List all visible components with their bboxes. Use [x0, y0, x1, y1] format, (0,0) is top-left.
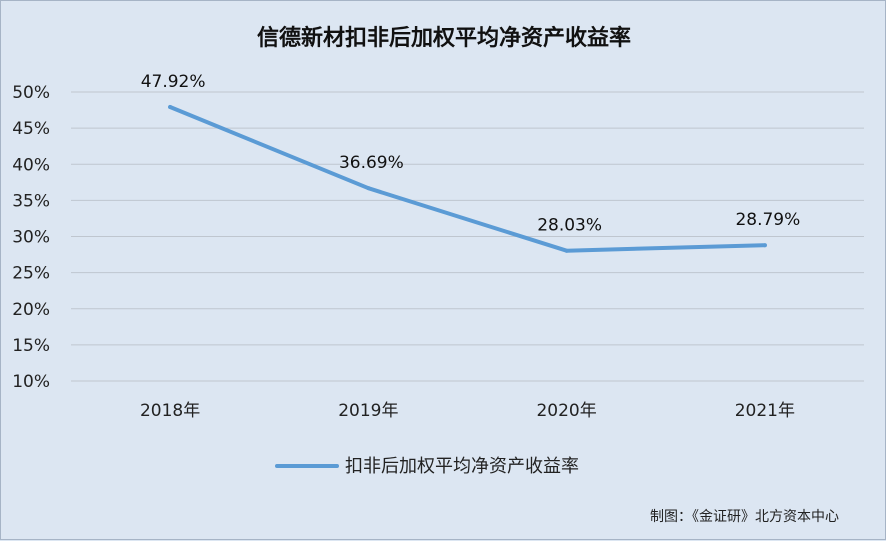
source-note: 制图：《金证研》北方资本中心	[650, 509, 839, 525]
y-tick-label: 35%	[12, 191, 50, 211]
series-layer	[168, 105, 767, 253]
data-labels: 47.92% 36.69% 28.03% 28.79%	[141, 72, 801, 236]
chart-title: 信德新材扣非后加权平均净资产收益率	[257, 25, 631, 51]
x-axis-ticks: 2018年 2019年 2020年 2021年	[140, 401, 795, 421]
data-point	[762, 243, 767, 248]
data-label: 47.92%	[141, 72, 206, 92]
y-tick-label: 20%	[12, 300, 50, 320]
data-point	[366, 186, 371, 191]
x-tick-label: 2020年	[536, 401, 596, 421]
x-tick-label: 2021年	[735, 401, 795, 421]
y-tick-label: 25%	[12, 264, 50, 284]
y-tick-label: 30%	[12, 228, 50, 248]
x-tick-label: 2019年	[338, 401, 398, 421]
y-tick-label: 45%	[12, 119, 50, 139]
x-tick-label: 2018年	[140, 401, 200, 421]
legend-label: 扣非后加权平均净资产收益率	[345, 456, 579, 477]
y-tick-label: 15%	[12, 336, 50, 356]
grid-lines	[71, 91, 864, 382]
data-label: 28.79%	[735, 210, 800, 230]
y-tick-label: 10%	[12, 372, 50, 392]
y-axis-ticks: 10% 15% 20% 25% 30% 35% 40% 45% 50%	[12, 83, 50, 392]
data-label: 36.69%	[339, 153, 404, 173]
y-tick-label: 40%	[12, 155, 50, 175]
y-tick-label: 50%	[12, 83, 50, 103]
data-point	[168, 105, 173, 110]
data-point	[564, 248, 569, 253]
data-label: 28.03%	[537, 216, 602, 236]
legend: 扣非后加权平均净资产收益率	[275, 456, 579, 477]
series-line	[168, 105, 767, 253]
